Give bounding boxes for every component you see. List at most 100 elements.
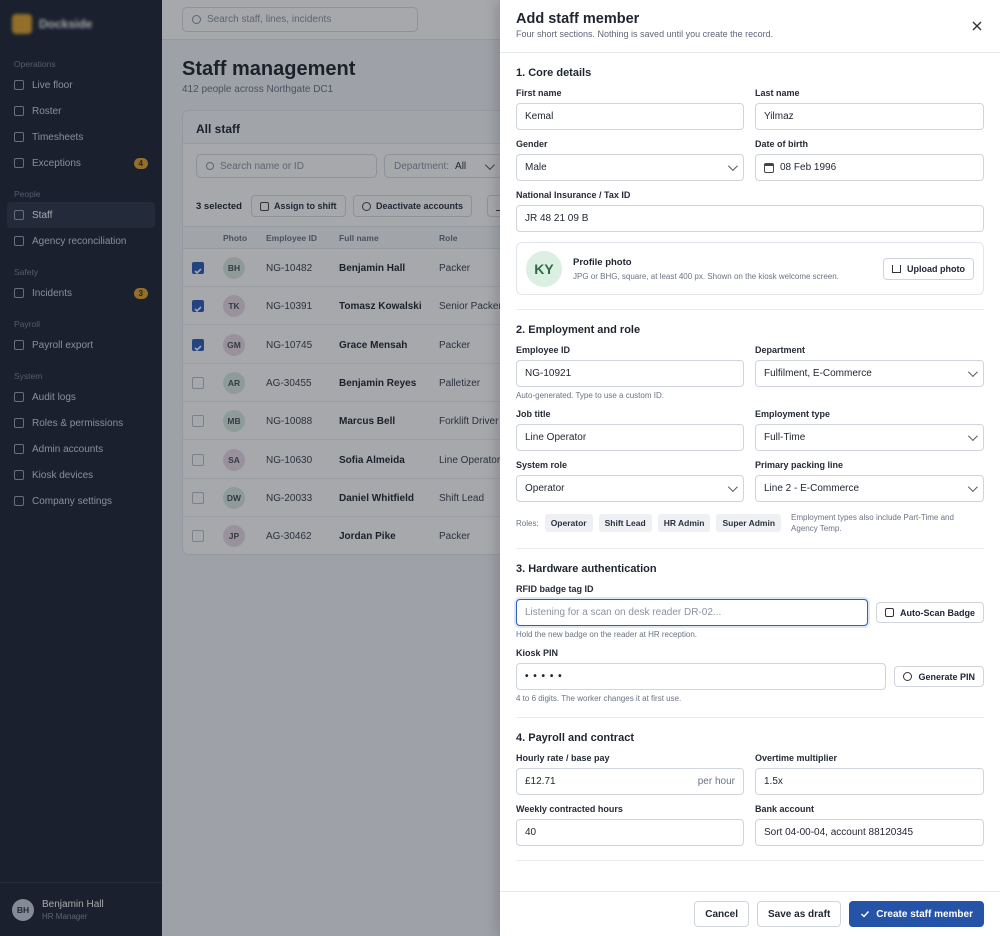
form-field: Overtime multiplier 1.5x: [755, 753, 984, 796]
employee-name: Sofia Almeida: [339, 454, 405, 466]
nav-label: Timesheets: [32, 131, 84, 143]
field-hint: 4 to 6 digits. The worker changes it at …: [516, 694, 682, 704]
nav-label: Kiosk devices: [32, 469, 94, 481]
field-label: Bank account: [755, 804, 815, 815]
nav-item[interactable]: Company settings: [7, 488, 155, 514]
nav-item[interactable]: Live floor: [7, 72, 155, 98]
nav-icon: [14, 340, 24, 350]
user-avatar: BH: [12, 898, 34, 921]
field-label: RFID badge tag ID: [516, 584, 594, 595]
field-label: First name: [516, 88, 562, 98]
column-header: Employee ID: [266, 233, 318, 243]
text-input[interactable]: 1.5x: [755, 768, 984, 796]
nav-item[interactable]: Incidents 3: [7, 280, 155, 306]
bulk-action-button[interactable]: Deactivate accounts: [353, 195, 473, 217]
field-label: Primary packing line: [755, 460, 844, 470]
nav-icon: [14, 236, 24, 246]
create-staff-button[interactable]: Create staff member: [849, 901, 984, 927]
row-checkbox[interactable]: [192, 530, 204, 543]
text-input[interactable]: 40: [516, 819, 744, 847]
select-input[interactable]: Line 2 - E-Commerce: [755, 475, 984, 502]
calendar-icon: [764, 162, 774, 173]
select-input[interactable]: Operator: [516, 475, 744, 502]
nav-item[interactable]: Kiosk devices: [7, 462, 155, 488]
field-button[interactable]: Generate PIN: [894, 666, 984, 688]
nav-item[interactable]: Timesheets: [7, 124, 155, 150]
drawer-footer: Cancel Save as draft Create staff member: [500, 891, 1000, 936]
text-input[interactable]: • • • • •: [516, 663, 887, 691]
text-input[interactable]: £12.71 per hour: [516, 768, 744, 796]
table-row[interactable]: JP AG-30462 Jordan Pike Packer: [183, 517, 981, 554]
section-title: 1. Core details: [516, 67, 592, 79]
nav-badge: 3: [133, 287, 148, 299]
row-checkbox[interactable]: [192, 491, 204, 504]
nav-item[interactable]: Exceptions 4: [7, 150, 155, 176]
card-title: All staff: [196, 122, 241, 136]
input-value: Fulfilment, E-Commerce: [764, 368, 872, 379]
section-title: 2. Employment and role: [516, 324, 641, 336]
row-checkbox[interactable]: [192, 376, 204, 389]
text-input[interactable]: Sort 04-00-04, account 88120345: [755, 819, 984, 847]
nav-item[interactable]: Staff: [7, 202, 155, 228]
user-profile[interactable]: BH Benjamin Hall HR Manager: [0, 882, 162, 936]
user-role: HR Manager: [42, 911, 88, 921]
nav-item[interactable]: Roster: [7, 98, 155, 124]
save-draft-button[interactable]: Save as draft: [757, 901, 842, 927]
nav-item[interactable]: Audit logs: [7, 384, 155, 410]
field-label: Date of birth: [755, 139, 808, 149]
nav-label: Company settings: [32, 495, 113, 507]
nav-item[interactable]: Payroll export: [7, 332, 155, 358]
form-field: Gender Male: [516, 139, 744, 181]
text-input[interactable]: Line Operator: [516, 424, 744, 451]
text-input[interactable]: NG-10921: [516, 360, 744, 387]
modal-overlay[interactable]: [0, 0, 500, 936]
button-label: Auto-Scan Badge: [899, 607, 975, 618]
select-input[interactable]: Full-Time: [755, 424, 984, 451]
close-button[interactable]: [970, 19, 984, 33]
selected-count: 3 selected: [196, 201, 242, 212]
row-checkbox[interactable]: [192, 415, 204, 428]
column-header: Photo: [223, 233, 248, 243]
nav-label: Admin accounts: [32, 443, 104, 455]
nav-item[interactable]: Admin accounts: [7, 436, 155, 462]
row-checkbox[interactable]: [192, 300, 204, 313]
employee-id: NG-10391: [266, 301, 313, 313]
row-checkbox[interactable]: [192, 262, 204, 275]
global-search[interactable]: Search staff, lines, incidents: [182, 7, 418, 32]
employee-role: Packer: [439, 263, 471, 274]
employee-role: Packer: [439, 531, 471, 543]
search-placeholder: Search staff, lines, incidents: [207, 14, 332, 25]
text-input[interactable]: JR 48 21 09 B: [516, 205, 984, 232]
nav-list: Operations Live floor Roster Timesheets Exce…: [0, 46, 162, 514]
select-input[interactable]: Male: [516, 154, 744, 181]
nav-item[interactable]: Agency reconciliation: [7, 228, 155, 254]
upload-photo-button[interactable]: Upload photo: [883, 257, 974, 280]
text-input[interactable]: Listening for a scan on desk reader DR-0…: [516, 599, 868, 627]
field-label: Job title: [516, 409, 551, 419]
nav-item[interactable]: Roles & permissions: [7, 410, 155, 436]
nav-badge: 4: [133, 157, 148, 169]
nav-label: Payroll export: [32, 339, 94, 351]
form-field: Primary packing line Line 2 - E-Commerce: [755, 460, 984, 502]
select-input[interactable]: Fulfilment, E-Commerce: [755, 360, 984, 387]
filter-value: All: [455, 160, 467, 172]
staff-search[interactable]: Search name or ID: [196, 154, 377, 178]
text-input[interactable]: 08 Feb 1996: [755, 154, 984, 181]
text-input[interactable]: Yilmaz: [755, 103, 984, 130]
role-chip: Super Admin: [716, 514, 782, 533]
field-button[interactable]: Auto-Scan Badge: [875, 602, 984, 624]
cancel-button[interactable]: Cancel: [694, 901, 750, 927]
nav-label: Incidents: [32, 287, 73, 299]
button-icon: [884, 608, 894, 618]
row-checkbox[interactable]: [192, 453, 204, 466]
input-value: 08 Feb 1996: [780, 162, 837, 173]
field-label: Gender: [516, 139, 548, 149]
button-label: Create staff member: [876, 908, 973, 920]
row-checkbox[interactable]: [192, 338, 204, 351]
nav-icon: [14, 106, 24, 116]
bulk-action-button[interactable]: Assign to shift: [251, 195, 346, 217]
field-label: Overtime multiplier: [755, 753, 838, 764]
text-input[interactable]: Kemal: [516, 103, 744, 130]
employee-name: Grace Mensah: [339, 339, 408, 351]
roles-label: Roles:: [516, 518, 539, 528]
